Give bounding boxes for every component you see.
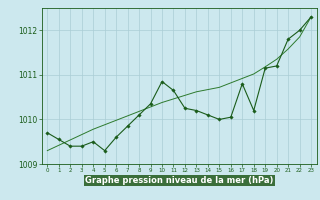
- X-axis label: Graphe pression niveau de la mer (hPa): Graphe pression niveau de la mer (hPa): [85, 176, 273, 185]
